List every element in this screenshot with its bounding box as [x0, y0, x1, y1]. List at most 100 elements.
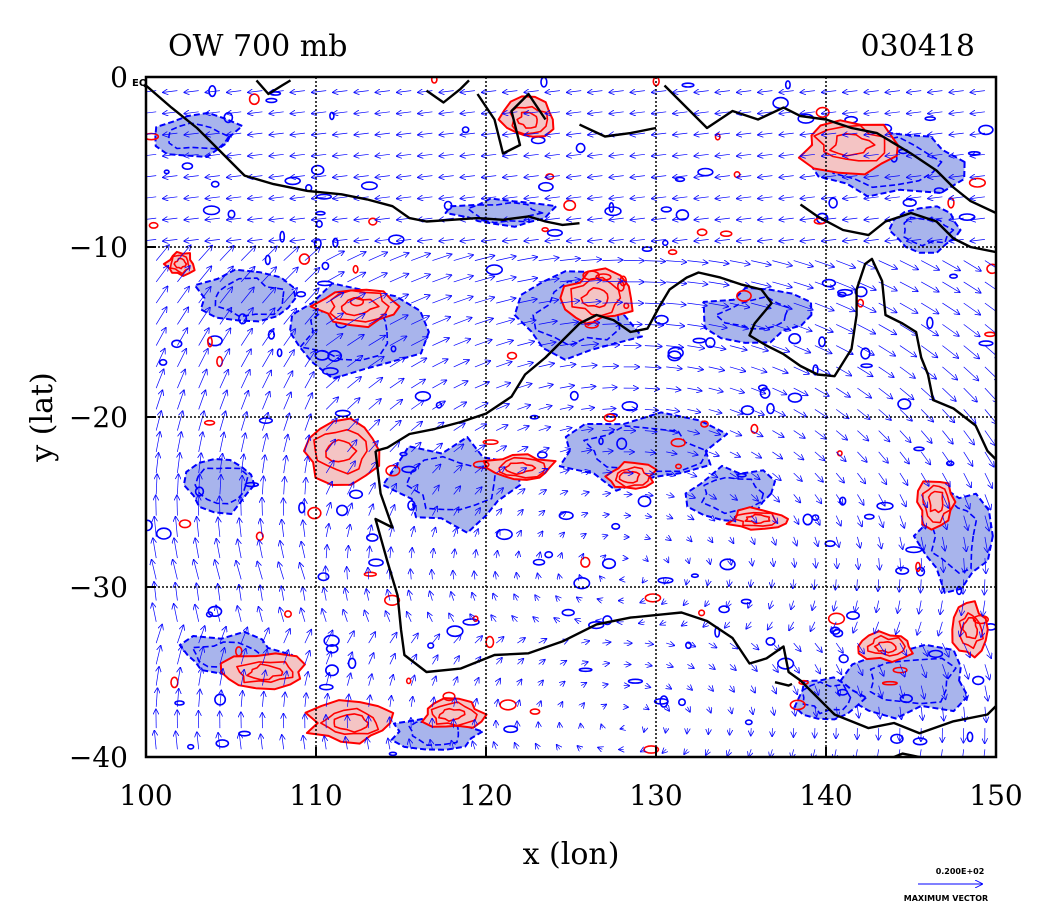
wind-vector — [283, 309, 297, 325]
wind-vector — [227, 133, 242, 135]
wind-vector — [899, 409, 912, 420]
wind-vector — [729, 302, 749, 307]
wind-vector — [920, 345, 937, 358]
wind-vector — [198, 328, 209, 346]
wind-vector — [942, 409, 954, 422]
wind-vector — [899, 324, 917, 335]
wind-vector — [609, 239, 624, 241]
wind-vector — [673, 154, 688, 156]
negative-ow-contour — [210, 180, 220, 188]
wind-vector — [652, 91, 667, 93]
wind-vector — [644, 261, 665, 262]
wind-vector — [687, 728, 688, 733]
wind-vector — [291, 197, 305, 199]
positive-ow-contour — [674, 463, 682, 470]
negative-ow-contour — [163, 169, 170, 175]
wind-vector — [963, 345, 979, 359]
negative-ow-contour — [446, 625, 464, 638]
positive-ow-contour — [595, 273, 612, 281]
wind-vector — [716, 176, 730, 178]
wind-vector — [864, 239, 879, 241]
wind-vector — [751, 430, 762, 437]
wind-vector — [546, 197, 560, 199]
wind-vector — [857, 260, 876, 269]
wind-vector — [354, 91, 369, 93]
wind-vector — [758, 176, 773, 178]
y-tick-label: −20 — [69, 401, 128, 434]
wind-vector — [538, 363, 554, 367]
wind-vector — [652, 133, 667, 135]
wind-vector — [772, 409, 785, 415]
negative-ow-contour — [744, 719, 753, 726]
wind-vector — [836, 302, 854, 311]
wind-vector — [652, 112, 667, 114]
wind-vector — [432, 275, 451, 283]
wind-vector — [694, 112, 709, 114]
positive-ow-region — [873, 641, 897, 654]
wind-vector — [198, 266, 212, 283]
negative-ow-contour — [766, 402, 775, 415]
wind-vector — [269, 154, 284, 156]
wind-vector — [376, 91, 390, 93]
wind-vector — [325, 355, 341, 368]
wind-vector — [751, 281, 770, 287]
wind-vector — [219, 329, 231, 346]
wind-vector — [411, 274, 430, 283]
wind-vector — [928, 197, 943, 199]
negative-ow-contour — [637, 495, 652, 508]
wind-vector — [304, 351, 315, 368]
positive-ow-contour — [582, 270, 600, 281]
wind-vector — [602, 366, 618, 367]
wind-vector — [227, 197, 242, 199]
wind-vector — [729, 345, 747, 350]
wind-vector — [198, 287, 211, 304]
x-tick-label: 140 — [799, 779, 852, 812]
wind-vector — [269, 239, 284, 241]
wind-vector — [418, 154, 433, 156]
wind-vector — [206, 176, 220, 178]
wind-vector — [843, 133, 858, 135]
wind-vector — [843, 176, 858, 178]
wind-vector — [822, 154, 837, 156]
wind-vector — [333, 176, 348, 178]
vector-legend-magnitude: 0.200E+02 — [936, 867, 985, 876]
wind-vector — [801, 133, 815, 135]
wind-vector — [652, 218, 667, 220]
wind-vector — [146, 176, 157, 178]
wind-vector — [984, 302, 996, 315]
wind-vector — [921, 260, 939, 270]
positive-ow-contour — [178, 519, 192, 529]
wind-vector-field — [146, 91, 996, 757]
wind-vector — [291, 176, 305, 178]
wind-vector — [262, 308, 274, 325]
wind-vector — [354, 133, 369, 135]
wind-vector — [269, 197, 284, 199]
wind-vector — [666, 431, 678, 433]
wind-vector — [822, 197, 837, 199]
wind-vector — [354, 239, 369, 241]
negative-ow-contour — [561, 608, 575, 617]
wind-vector — [262, 247, 276, 261]
wind-vector — [474, 361, 490, 368]
y-tick-label: 0 — [110, 61, 128, 94]
positive-ow-contour — [148, 221, 159, 229]
title-right: 030418 — [860, 29, 975, 64]
wind-vector — [644, 324, 663, 325]
negative-ow-contour — [704, 337, 716, 349]
wind-vector — [907, 176, 922, 178]
wind-vector — [878, 387, 893, 398]
wind-vector — [439, 176, 454, 178]
wind-vector — [206, 197, 220, 199]
wind-vector — [864, 218, 879, 220]
wind-vector — [206, 154, 220, 156]
wind-vector — [687, 367, 702, 370]
positive-ow-region — [430, 701, 478, 727]
positive-ow-contour — [667, 249, 678, 256]
wind-vector — [269, 133, 284, 135]
wind-vector — [326, 313, 343, 325]
wind-vector — [461, 239, 475, 241]
wind-vector — [326, 293, 343, 304]
wind-vector — [971, 239, 985, 241]
wind-vector — [304, 330, 317, 346]
negative-ow-region — [168, 122, 230, 150]
